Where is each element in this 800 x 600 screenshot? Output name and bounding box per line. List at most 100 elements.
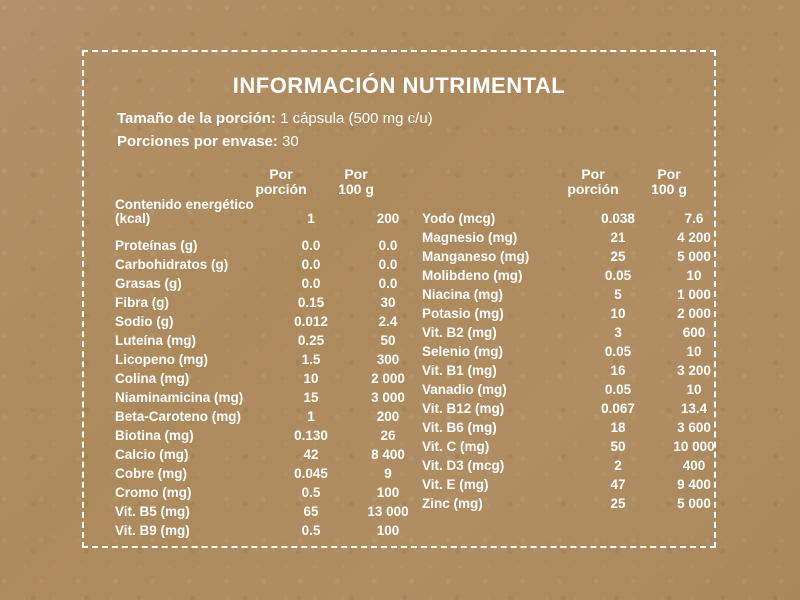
header-line: Por — [269, 166, 293, 182]
per-serving-value: 0.15 — [297, 295, 325, 310]
per-100g-value: 5 000 — [677, 249, 711, 264]
header-line: Por — [344, 166, 368, 182]
per-100g-value: 50 — [380, 333, 396, 348]
nutrient-name: Proteínas (g) — [115, 238, 198, 253]
nutrient-row: Calcio (mg) 42 8 400 — [115, 446, 435, 464]
nutrient-row: Vit. C (mg) 50 10 000 — [422, 438, 742, 456]
per-serving-value: 1 — [307, 409, 315, 424]
nutrition-facts-panel: INFORMACIÓN NUTRIMENTAL Tamaño de la por… — [82, 50, 716, 548]
header-line: porción — [255, 181, 307, 197]
nutrient-row: Potasio (mg) 10 2 000 — [422, 305, 742, 323]
nutrient-row: Proteínas (g) 0.0 0.0 — [115, 237, 435, 255]
servings-per-container: Porciones por envase: 30 — [117, 133, 299, 150]
nutrient-row: Contenido energético (kcal) 1 200 — [115, 198, 435, 230]
nutrient-row: Colina (mg) 10 2 000 — [115, 370, 435, 388]
nutrient-name: Fibra (g) — [115, 295, 169, 310]
nutrient-row: Yodo (mcg) 0.038 7.6 — [422, 210, 742, 228]
per-100g-value: 10 — [686, 268, 702, 283]
per-100g-value: 10 000 — [673, 439, 715, 454]
nutrient-name: Vit. D3 (mcg) — [422, 458, 505, 473]
nutrient-name: Magnesio (mg) — [422, 230, 518, 245]
nutrient-name: Vit. E (mg) — [422, 477, 489, 492]
servings-per-container-label: Porciones por envase: — [117, 133, 278, 150]
nutrient-row: Niacina (mg) 5 1 000 — [422, 286, 742, 304]
per-serving-value: 65 — [303, 504, 319, 519]
nutrient-row: Luteína (mg) 0.25 50 — [115, 332, 435, 350]
nutrient-row: Niaminamicina (mg) 15 3 000 — [115, 389, 435, 407]
nutrient-name: Grasas (g) — [115, 276, 182, 291]
per-100g-value: 2.4 — [378, 314, 398, 329]
nutrient-row: Cobre (mg) 0.045 9 — [115, 465, 435, 483]
per-serving-value: 42 — [303, 447, 319, 462]
nutrient-row: Vit. B5 (mg) 65 13 000 — [115, 503, 435, 521]
per-serving-value: 0.5 — [301, 485, 321, 500]
nutrient-row: Cromo (mg) 0.5 100 — [115, 484, 435, 502]
nutrient-row: Selenio (mg) 0.05 10 — [422, 343, 742, 361]
nutrient-name: Vit. B6 (mg) — [422, 420, 497, 435]
per-serving-value: 0.25 — [297, 333, 325, 348]
nutrient-row: Magnesio (mg) 21 4 200 — [422, 229, 742, 247]
per-100g-value: 13.4 — [680, 401, 708, 416]
nutrient-row: Vit. B12 (mg) 0.067 13.4 — [422, 400, 742, 418]
nutrient-row: Grasas (g) 0.0 0.0 — [115, 275, 435, 293]
nutrient-row: Fibra (g) 0.15 30 — [115, 294, 435, 312]
nutrient-row: Sodio (g) 0.012 2.4 — [115, 313, 435, 331]
header-right-per-100g: Por 100 g — [629, 167, 709, 197]
nutrient-name: Licopeno (mg) — [115, 352, 208, 367]
per-serving-value: 0.038 — [601, 211, 635, 226]
per-serving-value: 47 — [610, 477, 626, 492]
nutrient-row: Biotina (mg) 0.130 26 — [115, 427, 435, 445]
nutrient-name: Contenido energético (kcal) — [115, 197, 254, 226]
nutrient-row: Carbohidratos (g) 0.0 0.0 — [115, 256, 435, 274]
per-100g-value: 3 000 — [371, 390, 405, 405]
per-100g-value: 0.0 — [378, 257, 398, 272]
per-100g-value: 300 — [376, 352, 400, 367]
nutrient-name: Yodo (mcg) — [422, 211, 496, 226]
per-serving-value: 0.130 — [294, 428, 328, 443]
per-serving-value: 50 — [610, 439, 626, 454]
per-serving-value: 0.0 — [301, 238, 321, 253]
per-100g-value: 0.0 — [378, 276, 398, 291]
per-100g-value: 9 400 — [677, 477, 711, 492]
per-100g-value: 100 — [376, 523, 400, 538]
servings-per-container-value: 30 — [277, 133, 299, 150]
per-100g-value: 2 000 — [371, 371, 405, 386]
nutrient-row: Beta-Caroteno (mg) 1 200 — [115, 408, 435, 426]
per-serving-value: 1.5 — [301, 352, 321, 367]
header-left-per-serving: Por porción — [241, 167, 321, 197]
nutrient-row: Vit. B1 (mg) 16 3 200 — [422, 362, 742, 380]
nutrient-row: Zinc (mg) 25 5 000 — [422, 495, 742, 513]
per-100g-value: 10 — [686, 344, 702, 359]
per-100g-value: 3 200 — [677, 363, 711, 378]
serving-size-label: Tamaño de la porción: — [117, 110, 276, 127]
nutrient-name: Vit. B12 (mg) — [422, 401, 505, 416]
panel-title: INFORMACIÓN NUTRIMENTAL — [232, 73, 566, 98]
nutrient-name: Calcio (mg) — [115, 447, 189, 462]
per-100g-value: 400 — [682, 458, 706, 473]
per-serving-value: 0.0 — [301, 276, 321, 291]
nutrient-name: Molibdeno (mg) — [422, 268, 523, 283]
per-serving-value: 10 — [610, 306, 626, 321]
per-100g-value: 10 — [686, 382, 702, 397]
per-100g-value: 600 — [682, 325, 706, 340]
header-line: Por — [581, 166, 605, 182]
nutrient-name: Niacina (mg) — [422, 287, 504, 302]
per-serving-value: 5 — [614, 287, 622, 302]
header-line: 100 g — [338, 181, 374, 197]
per-serving-value: 10 — [303, 371, 319, 386]
nutrient-name: Cromo (mg) — [115, 485, 192, 500]
per-100g-value: 4 200 — [677, 230, 711, 245]
per-serving-value: 0.0 — [301, 257, 321, 272]
nutrient-name: Vit. B2 (mg) — [422, 325, 497, 340]
header-line: Por — [657, 166, 681, 182]
header-right-per-serving: Por porción — [553, 167, 633, 197]
nutrient-name: Selenio (mg) — [422, 344, 504, 359]
per-serving-value: 25 — [610, 496, 626, 511]
per-100g-value: 200 — [376, 409, 400, 424]
per-serving-value: 2 — [614, 458, 622, 473]
nutrient-row: Manganeso (mg) 25 5 000 — [422, 248, 742, 266]
header-left-per-100g: Por 100 g — [316, 167, 396, 197]
per-serving-value: 15 — [303, 390, 319, 405]
per-serving-value: 1 — [307, 211, 315, 226]
per-serving-value: 18 — [610, 420, 626, 435]
